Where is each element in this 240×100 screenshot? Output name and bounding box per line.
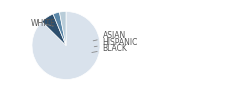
Wedge shape	[53, 12, 66, 46]
Text: HISPANIC: HISPANIC	[94, 38, 138, 47]
Wedge shape	[32, 12, 100, 80]
Text: BLACK: BLACK	[92, 44, 128, 53]
Wedge shape	[60, 12, 66, 46]
Wedge shape	[42, 14, 66, 46]
Text: WHITE: WHITE	[30, 19, 55, 28]
Text: ASIAN: ASIAN	[93, 32, 126, 41]
